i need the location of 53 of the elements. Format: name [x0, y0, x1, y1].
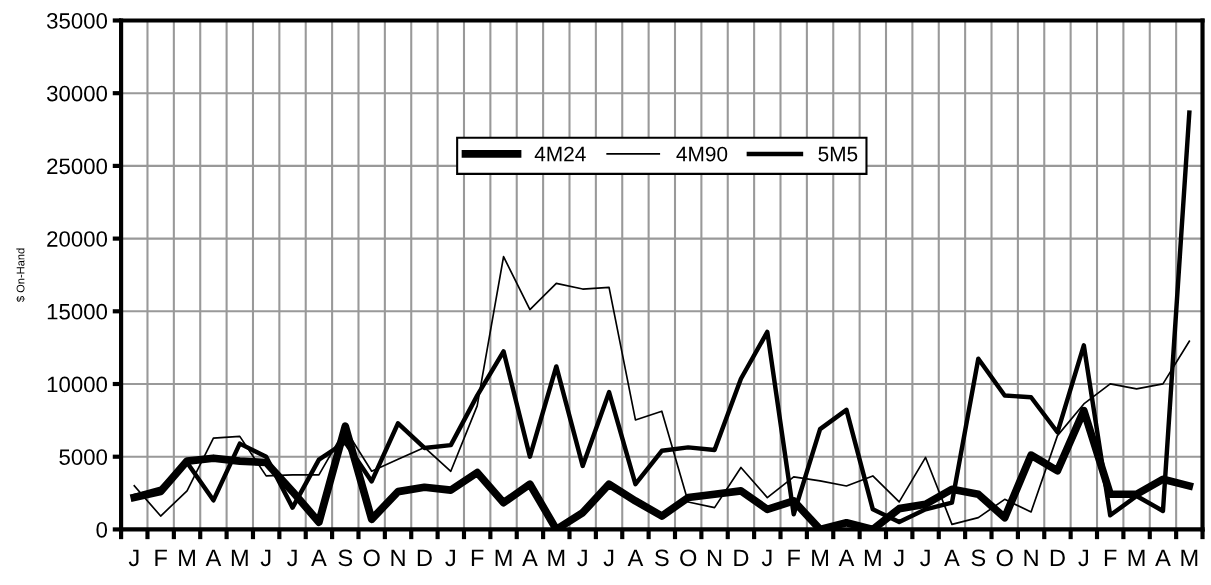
x-tick-label: N — [707, 549, 722, 566]
y-tick-label: 0 — [96, 521, 108, 538]
x-tick-label: S — [655, 549, 669, 567]
x-tick-label: M — [812, 549, 828, 566]
x-tick-label: N — [391, 549, 405, 566]
y-tick-label: 15000 — [47, 303, 108, 320]
x-tick-label: M — [231, 549, 248, 566]
x-tick-label: S — [971, 549, 986, 567]
x-tick-label: A — [838, 549, 855, 566]
x-tick-label: J — [260, 549, 271, 567]
x-tick-label: A — [205, 549, 222, 566]
legend-label: 4M24 — [534, 146, 586, 162]
x-tick-label: J — [603, 549, 614, 567]
y-axis-title: $ On-Hand — [16, 248, 26, 302]
x-tick-label: J — [128, 549, 139, 567]
x-tick-label: O — [363, 549, 380, 567]
x-tick-label: A — [522, 549, 538, 566]
y-tick-label: 30000 — [46, 85, 108, 102]
x-tick-label: D — [417, 549, 432, 566]
x-tick-label: O — [680, 549, 697, 567]
x-tick-label: J — [893, 549, 904, 567]
y-tick-label: 5000 — [59, 449, 108, 465]
x-tick-label: M — [864, 549, 881, 566]
x-tick-label: F — [1104, 549, 1117, 566]
x-tick-label: A — [311, 549, 327, 566]
x-tick-label: D — [1050, 549, 1065, 566]
x-tick-label: M — [179, 549, 195, 566]
x-tick-label: M — [495, 549, 512, 566]
x-tick-label: J — [445, 549, 455, 567]
y-tick-label: 20000 — [47, 231, 108, 247]
x-tick-label: J — [761, 549, 772, 567]
x-tick-label: S — [338, 549, 353, 567]
x-tick-label: J — [920, 549, 930, 567]
x-tick-label: F — [155, 549, 167, 566]
x-tick-label: O — [996, 549, 1013, 567]
x-tick-label: M — [548, 549, 565, 566]
y-tick-label: 25000 — [47, 158, 108, 175]
x-tick-label: F — [471, 549, 484, 566]
legend-label: 4M90 — [676, 146, 728, 162]
x-tick-label: A — [1155, 549, 1171, 566]
y-tick-label: 10000 — [47, 376, 108, 393]
legend-label: 5M5 — [818, 146, 858, 162]
x-tick-label: F — [788, 549, 800, 566]
x-tick-label: J — [577, 549, 587, 567]
x-tick-label: J — [287, 549, 297, 567]
y-tick-label: 35000 — [46, 13, 108, 29]
x-tick-label: A — [944, 549, 960, 566]
x-tick-label: N — [1024, 549, 1038, 566]
x-tick-label: D — [734, 549, 749, 566]
x-tick-label: M — [1128, 549, 1145, 566]
x-tick-label: M — [1181, 549, 1198, 566]
x-tick-label: J — [1078, 549, 1088, 567]
x-tick-label: A — [627, 549, 644, 566]
